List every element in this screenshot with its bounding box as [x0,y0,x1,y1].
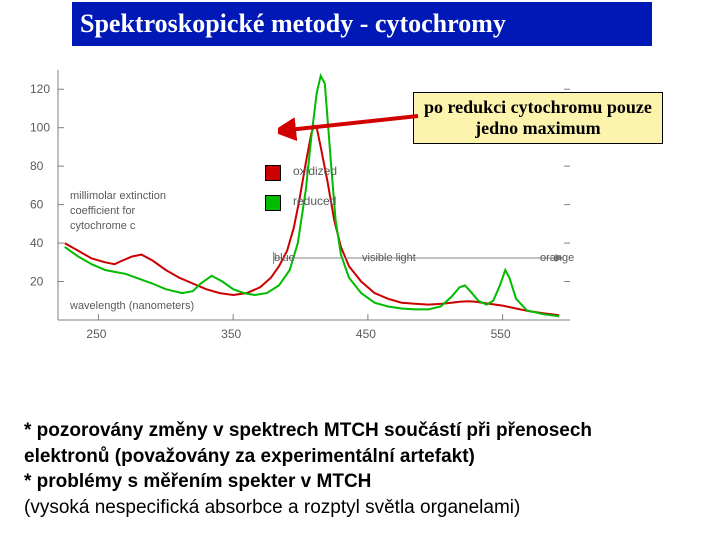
callout-line1: po redukci cytochromu pouze [424,97,652,118]
callout-line2: jedno maximum [424,118,652,139]
title-bar: Spektroskopické metody - cytochromy [72,2,652,46]
footer-1b: elektronů (považovány za experimentální … [24,446,475,467]
svg-text:100: 100 [30,121,50,135]
y-label-1: millimolar extinction [70,190,166,202]
legend-label-oxidized: oxidized [293,164,337,178]
legend-swatch-oxidized [265,165,281,181]
svg-text:60: 60 [30,198,44,212]
footer-2b: (vysoká nespecifická absorbce a rozptyl … [24,497,520,518]
footer-1a: * pozorovány změny v spektrech MTCH souč… [24,420,592,441]
y-label-2: coefficient for [70,205,135,217]
page-title: Spektroskopické metody - cytochromy [80,9,506,39]
annotation-callout: po redukci cytochromu pouze jedno maximu… [413,92,663,144]
callout-arrow [278,108,428,148]
legend-swatch-reduced [265,195,281,211]
range-label-orange: orange [540,252,574,264]
svg-text:40: 40 [30,236,44,250]
svg-text:350: 350 [221,327,241,341]
y-label-3: cytochrome c [70,220,135,232]
svg-text:80: 80 [30,159,44,173]
svg-text:450: 450 [356,327,376,341]
footer-notes: * pozorovány změny v spektrech MTCH souč… [24,418,694,521]
svg-text:120: 120 [30,82,50,96]
legend-label-reduced: reduced [293,194,336,208]
range-label-blue: blue [274,252,295,264]
svg-text:250: 250 [86,327,106,341]
svg-text:20: 20 [30,275,44,289]
footer-2a: * problémy s měřením spekter v MTCH [24,471,371,492]
range-label-visible: visible light [362,252,416,264]
svg-text:550: 550 [491,327,511,341]
x-label: wavelength (nanometers) [70,300,194,312]
